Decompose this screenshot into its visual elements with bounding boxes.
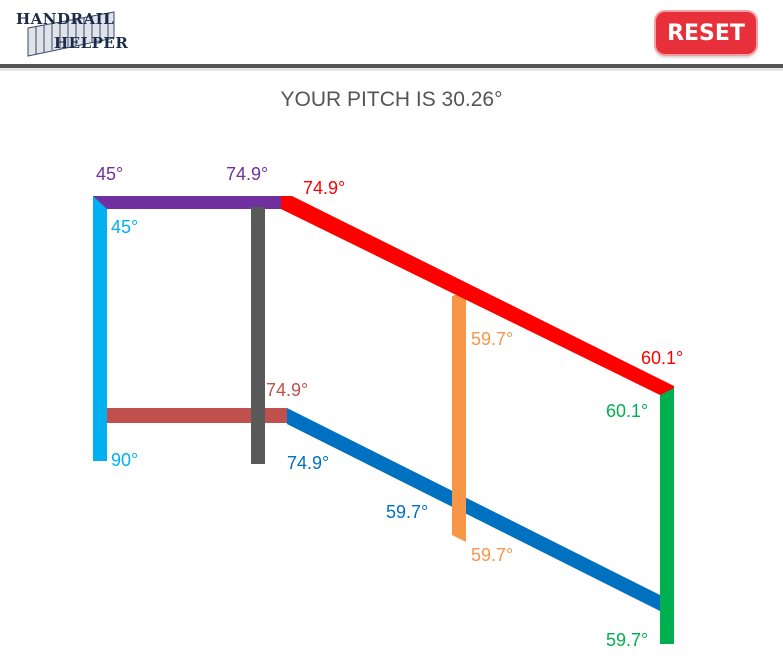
reset-button[interactable]: RESET [656, 12, 756, 54]
angle-label-top-left-purple: 45° [96, 164, 123, 184]
angle-label-blue-rail-start: 74.9° [287, 453, 329, 473]
orange-baluster[interactable] [452, 291, 466, 542]
angle-label-brown-rail-end: 74.9° [266, 380, 308, 400]
angle-label-blue-at-orange: 59.7° [386, 502, 428, 522]
angle-label-left-post-top: 45° [111, 217, 138, 237]
top-rail-purple[interactable] [93, 196, 284, 209]
top-rail-red[interactable] [281, 196, 674, 395]
angle-label-orange-bottom: 59.7° [471, 545, 513, 565]
header-divider [0, 64, 783, 68]
angle-label-red-rail-end: 60.1° [641, 348, 683, 368]
middle-post[interactable] [251, 207, 265, 464]
angle-label-orange-top: 59.7° [471, 329, 513, 349]
angle-label-left-post-bottom: 90° [111, 450, 138, 470]
bottom-rail-brown[interactable] [107, 408, 287, 423]
header-divider-shadow [0, 68, 783, 71]
logo-text-helper: HELPER [54, 34, 129, 52]
angle-label-green-top: 60.1° [606, 401, 648, 421]
angle-label-green-bottom: 59.7° [606, 630, 648, 650]
logo-railing-graphic [27, 11, 115, 57]
angle-label-red-rail-top: 74.9° [303, 178, 345, 198]
logo-text-handrail: HANDRAIL [16, 10, 115, 28]
left-post[interactable] [93, 196, 107, 461]
pitch-readout: YOUR PITCH IS 30.26° [280, 88, 503, 111]
header-bar: HANDRAIL HELPER RESET [0, 0, 783, 64]
end-post-green[interactable] [660, 388, 674, 644]
handrail-helper-logo[interactable]: HANDRAIL HELPER [14, 8, 134, 58]
angle-label-top-right-purple: 74.9° [226, 164, 268, 184]
bottom-rail-blue[interactable] [287, 408, 660, 611]
